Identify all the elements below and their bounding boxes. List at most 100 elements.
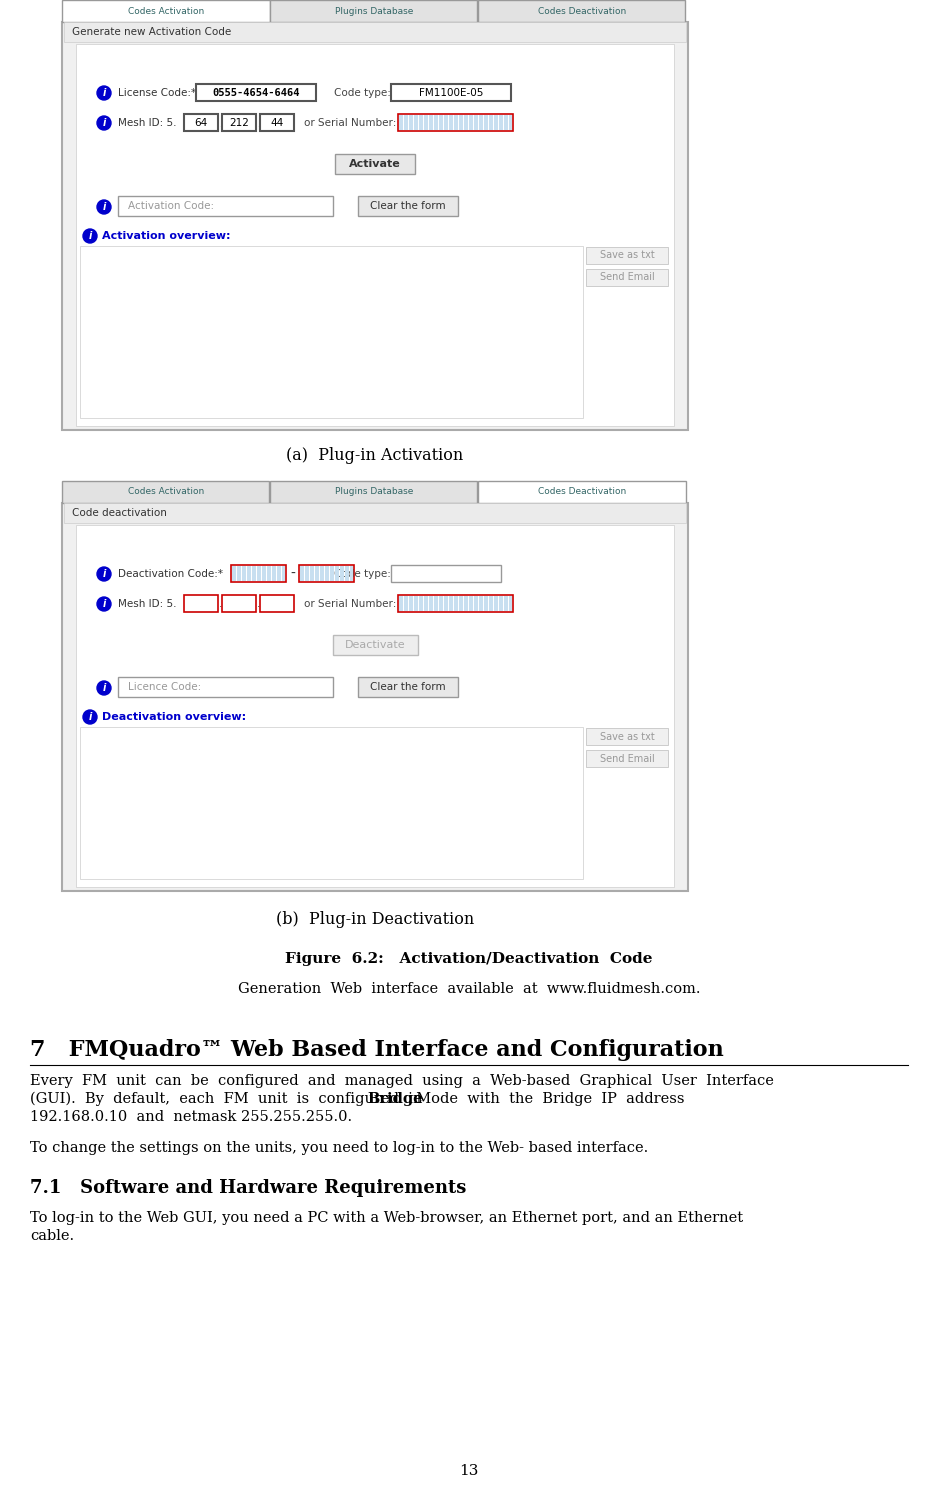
- Bar: [424, 115, 428, 130]
- Bar: [62, 481, 269, 503]
- Text: FM1100E-05: FM1100E-05: [418, 88, 483, 98]
- Text: 64: 64: [194, 118, 207, 128]
- Text: (GUI).  By  default,  each  FM  unit  is  configured  in: (GUI). By default, each FM unit is confi…: [30, 1091, 431, 1106]
- Circle shape: [97, 200, 111, 214]
- Text: Activate: Activate: [349, 159, 401, 168]
- Bar: [429, 596, 433, 610]
- Text: Codes Activation: Codes Activation: [128, 6, 204, 15]
- Text: Mode  with  the  Bridge  IP  address: Mode with the Bridge IP address: [407, 1091, 685, 1106]
- Text: Code type:: Code type:: [334, 569, 391, 579]
- Bar: [414, 596, 418, 610]
- Bar: [454, 115, 458, 130]
- Bar: [267, 566, 271, 581]
- Text: i: i: [102, 88, 106, 98]
- Bar: [419, 115, 423, 130]
- Circle shape: [83, 229, 97, 243]
- Bar: [489, 115, 493, 130]
- Bar: [504, 596, 508, 610]
- Bar: [398, 115, 513, 131]
- Bar: [504, 115, 508, 130]
- Text: .: .: [257, 599, 261, 609]
- Bar: [325, 566, 329, 581]
- Text: Code type:: Code type:: [334, 88, 391, 98]
- Text: Code deactivation: Code deactivation: [72, 508, 167, 518]
- Bar: [449, 115, 453, 130]
- Text: 192.168.0.10  and  netmask 255.255.255.0.: 192.168.0.10 and netmask 255.255.255.0.: [30, 1109, 352, 1124]
- Text: Send Email: Send Email: [599, 753, 655, 764]
- Text: Figure  6.2:   Activation/Deactivation  Code: Figure 6.2: Activation/Deactivation Code: [285, 951, 653, 966]
- Text: To change the settings on the units, you need to log-in to the Web- based interf: To change the settings on the units, you…: [30, 1141, 648, 1155]
- Text: ,: ,: [257, 118, 261, 128]
- Text: cable.: cable.: [30, 1228, 74, 1243]
- Text: Plugins Database: Plugins Database: [335, 6, 413, 15]
- Bar: [340, 566, 344, 581]
- Text: 7.1   Software and Hardware Requirements: 7.1 Software and Hardware Requirements: [30, 1179, 466, 1197]
- Bar: [494, 115, 498, 130]
- Bar: [299, 564, 354, 582]
- Bar: [404, 596, 408, 610]
- Bar: [586, 728, 668, 744]
- Bar: [118, 197, 333, 216]
- Text: Generation  Web  interface  available  at  www.fluidmesh.com.: Generation Web interface available at ww…: [237, 983, 701, 996]
- Text: Generate new Activation Code: Generate new Activation Code: [72, 27, 232, 37]
- Bar: [424, 596, 428, 610]
- Bar: [252, 566, 256, 581]
- Text: Plugins Database: Plugins Database: [335, 487, 413, 496]
- Bar: [270, 0, 477, 22]
- Text: i: i: [88, 712, 92, 722]
- Text: Mesh ID: 5.: Mesh ID: 5.: [118, 599, 176, 609]
- Bar: [484, 596, 488, 610]
- Bar: [434, 596, 438, 610]
- Text: i: i: [102, 683, 106, 692]
- Text: Send Email: Send Email: [599, 272, 655, 283]
- Text: Licence Code:: Licence Code:: [128, 682, 202, 692]
- Bar: [478, 0, 685, 22]
- Bar: [509, 596, 512, 610]
- Bar: [260, 596, 294, 612]
- Bar: [222, 596, 256, 612]
- Bar: [80, 246, 583, 418]
- Circle shape: [83, 710, 97, 724]
- Bar: [305, 566, 309, 581]
- Text: Codes Activation: Codes Activation: [128, 487, 204, 496]
- Text: -: -: [290, 567, 295, 581]
- Text: i: i: [88, 231, 92, 241]
- Bar: [231, 564, 286, 582]
- Bar: [76, 45, 674, 426]
- Bar: [62, 503, 688, 890]
- Circle shape: [97, 680, 111, 695]
- Text: i: i: [102, 118, 106, 128]
- Text: Mesh ID: 5.: Mesh ID: 5.: [118, 118, 176, 128]
- Text: Activation overview:: Activation overview:: [102, 231, 231, 241]
- Text: i: i: [102, 569, 106, 579]
- Bar: [449, 596, 453, 610]
- Bar: [391, 83, 511, 101]
- Bar: [118, 677, 333, 697]
- Bar: [454, 596, 458, 610]
- Bar: [509, 115, 512, 130]
- Bar: [315, 566, 319, 581]
- Bar: [484, 115, 488, 130]
- Circle shape: [97, 597, 111, 610]
- Bar: [300, 566, 304, 581]
- Bar: [260, 115, 294, 131]
- Bar: [494, 596, 498, 610]
- Text: Deactivation Code:*: Deactivation Code:*: [118, 569, 223, 579]
- Bar: [414, 115, 418, 130]
- Bar: [404, 115, 408, 130]
- Text: 44: 44: [270, 118, 283, 128]
- Bar: [586, 270, 668, 286]
- Bar: [439, 115, 443, 130]
- Text: 13: 13: [460, 1464, 478, 1479]
- Text: Activation Code:: Activation Code:: [128, 201, 214, 211]
- Bar: [479, 596, 483, 610]
- Text: Bridge: Bridge: [367, 1091, 422, 1106]
- Bar: [64, 22, 686, 42]
- Text: Clear the form: Clear the form: [371, 201, 446, 211]
- Text: Deactivation overview:: Deactivation overview:: [102, 712, 246, 722]
- Text: or Serial Number:: or Serial Number:: [304, 118, 397, 128]
- Bar: [439, 596, 443, 610]
- Bar: [282, 566, 285, 581]
- Bar: [232, 566, 236, 581]
- Bar: [330, 566, 334, 581]
